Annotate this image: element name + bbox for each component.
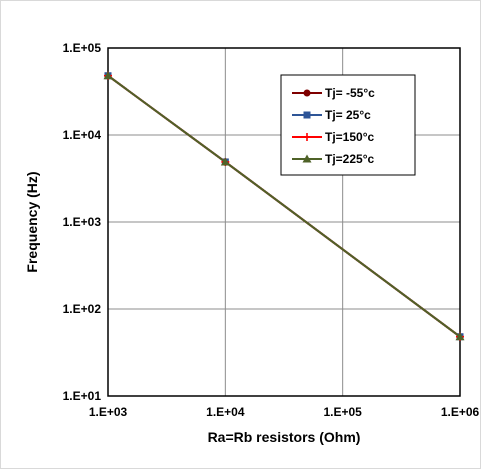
x-tick-label: 1.E+04 (206, 405, 245, 419)
legend-item: Tj=225°c (292, 152, 374, 166)
data-point (103, 71, 113, 80)
y-tick-label: 1.E+04 (63, 128, 102, 142)
legend-marker (303, 111, 311, 119)
legend-item: Tj= 25°c (292, 108, 371, 122)
y-tick-label: 1.E+02 (63, 302, 102, 316)
y-tick-label: 1.E+01 (63, 389, 102, 403)
data-point (455, 332, 465, 341)
legend-marker (303, 133, 311, 141)
y-tick-label: 1.E+03 (63, 215, 102, 229)
plot-border (107, 47, 461, 397)
legend: Tj= -55°c Tj= 25°c Tj=150°c Tj=225°c (280, 74, 416, 176)
x-tick-label: 1.E+06 (441, 405, 480, 419)
legend-marker (303, 89, 311, 97)
legend-item: Tj= -55°c (292, 86, 375, 100)
tick-labels: 1.E+03 1.E+04 1.E+05 1.E+06 1.E+01 1.E+02 1.E+… (63, 41, 480, 419)
legend-item: Tj=150°c (292, 130, 374, 144)
legend-label: Tj=225°c (325, 152, 374, 166)
y-axis-title: Frequency (Hz) (24, 171, 40, 272)
legend-label: Tj=150°c (325, 130, 374, 144)
legend-label: Tj= 25°c (325, 108, 371, 122)
y-tick-label: 1.E+05 (63, 41, 102, 55)
legend-marker (302, 154, 312, 163)
x-tick-label: 1.E+03 (89, 405, 128, 419)
data-point (220, 157, 230, 166)
series-4 (103, 71, 465, 341)
legend-label: Tj= -55°c (325, 86, 375, 100)
series-lines (103, 71, 465, 341)
x-tick-label: 1.E+05 (323, 405, 362, 419)
x-axis-title: Ra=Rb resistors (Ohm) (208, 429, 361, 445)
